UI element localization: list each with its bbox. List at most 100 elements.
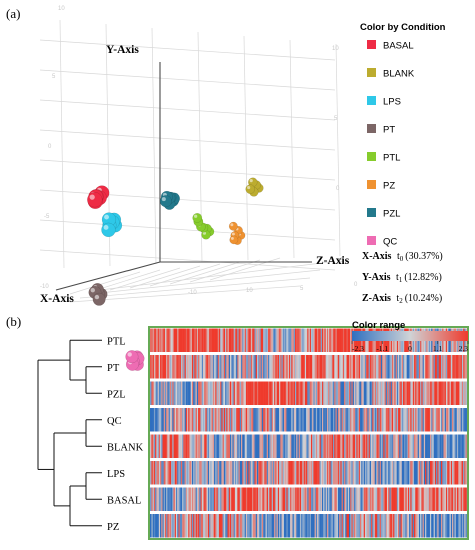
variance-z-value: (10.24%) [405, 293, 443, 304]
heatmap-cell [218, 434, 221, 458]
heatmap-cell [358, 461, 361, 485]
heatmap-cell [248, 487, 250, 511]
heatmap-cell [244, 381, 247, 405]
legend-label: PT [383, 125, 395, 136]
heatmap-cell [458, 434, 460, 458]
heatmap-cell [195, 408, 198, 432]
heatmap-cell [252, 381, 254, 405]
heatmap-cell [167, 487, 169, 511]
heatmap-cell [422, 514, 425, 538]
heatmap-cell [384, 461, 387, 485]
heatmap-cell [254, 328, 257, 352]
heatmap-cell [431, 355, 433, 379]
heatmap-cell [303, 434, 306, 458]
heatmap-cell [202, 408, 205, 432]
heatmap-cell [412, 487, 415, 511]
heatmap-cell [302, 408, 304, 432]
heatmap-cell [460, 381, 463, 405]
heatmap-cell [441, 487, 443, 511]
heatmap-cell [266, 487, 269, 511]
heatmap-cell [258, 514, 260, 538]
heatmap-cell [453, 434, 455, 458]
heatmap-cell [304, 355, 307, 379]
heatmap-cell [460, 514, 463, 538]
heatmap-cell [425, 487, 427, 511]
heatmap-cell [374, 355, 377, 379]
heatmap-cell [379, 381, 382, 405]
heatmap-cell [348, 328, 351, 352]
heatmap-cell [441, 461, 443, 485]
heatmap-cell [426, 487, 428, 511]
heatmap-cell [439, 487, 442, 511]
heatmap-cell [221, 355, 223, 379]
heatmap-cell [164, 434, 167, 458]
heatmap-cell [253, 434, 255, 458]
heatmap-cell [155, 328, 157, 352]
heatmap-cell [450, 461, 453, 485]
heatmap-cell [209, 434, 211, 458]
grid-tick-label: 5 [334, 116, 338, 122]
heatmap-cell [282, 487, 285, 511]
heatmap-cell [266, 514, 269, 538]
heatmap-cell [217, 408, 220, 432]
heatmap-cell [153, 408, 156, 432]
heatmap-cell [241, 355, 243, 379]
heatmap-cell [279, 381, 281, 405]
heatmap-cell [362, 381, 365, 405]
heatmap-cell [383, 461, 385, 485]
heatmap-cell [206, 514, 209, 538]
heatmap-cell [256, 355, 259, 379]
heatmap-cell [249, 434, 252, 458]
heatmap-cell [409, 461, 411, 485]
heatmap-cell [348, 487, 351, 511]
heatmap-cell [291, 434, 293, 458]
heatmap-cell [187, 514, 189, 538]
heatmap-cell [371, 408, 373, 432]
heatmap-cell [199, 487, 201, 511]
heatmap-cell [239, 461, 242, 485]
heatmap-cell [319, 514, 322, 538]
heatmap-cell [185, 381, 188, 405]
heatmap-cell [174, 434, 177, 458]
heatmap-cell [182, 434, 184, 458]
heatmap-cell [161, 514, 163, 538]
heatmap-cell [274, 434, 276, 458]
heatmap-cell [315, 514, 318, 538]
heatmap-cell [315, 487, 318, 511]
heatmap-cell [247, 408, 249, 432]
heatmap-cell [436, 434, 438, 458]
heatmap-cell [259, 461, 261, 485]
heatmap-cell [448, 461, 450, 485]
heatmap-cell [270, 434, 272, 458]
heatmap-cell [428, 434, 431, 458]
variance-x-label: X-Axis [362, 251, 392, 262]
variance-x: X-Axis t0 (30.37%) [362, 251, 443, 263]
heatmap-cell [337, 355, 340, 379]
heatmap-cell [342, 434, 345, 458]
heatmap-cell [299, 355, 302, 379]
heatmap-cell [358, 408, 361, 432]
legend-item-pz: PZ [367, 180, 395, 192]
heatmap-cell [171, 328, 173, 352]
heatmap-cell [396, 355, 399, 379]
heatmap-cell [380, 355, 383, 379]
heatmap-cell [342, 514, 345, 538]
grid-line [99, 261, 331, 291]
heatmap-cell [406, 461, 409, 485]
heatmap-cell [194, 434, 196, 458]
heatmap-cell [449, 487, 452, 511]
heatmap-cell [233, 355, 236, 379]
heatmap-cell [306, 408, 308, 432]
heatmap-cell [158, 461, 161, 485]
heatmap-cell [455, 434, 458, 458]
heatmap-cell [438, 408, 441, 432]
heatmap-cell [156, 514, 158, 538]
heatmap-cell [326, 487, 329, 511]
heatmap-cell [326, 381, 329, 405]
heatmap-cell [341, 487, 344, 511]
heatmap-cell [456, 514, 459, 538]
heatmap-cell [252, 408, 254, 432]
heatmap-cell [384, 408, 387, 432]
heatmap-cell [326, 434, 329, 458]
